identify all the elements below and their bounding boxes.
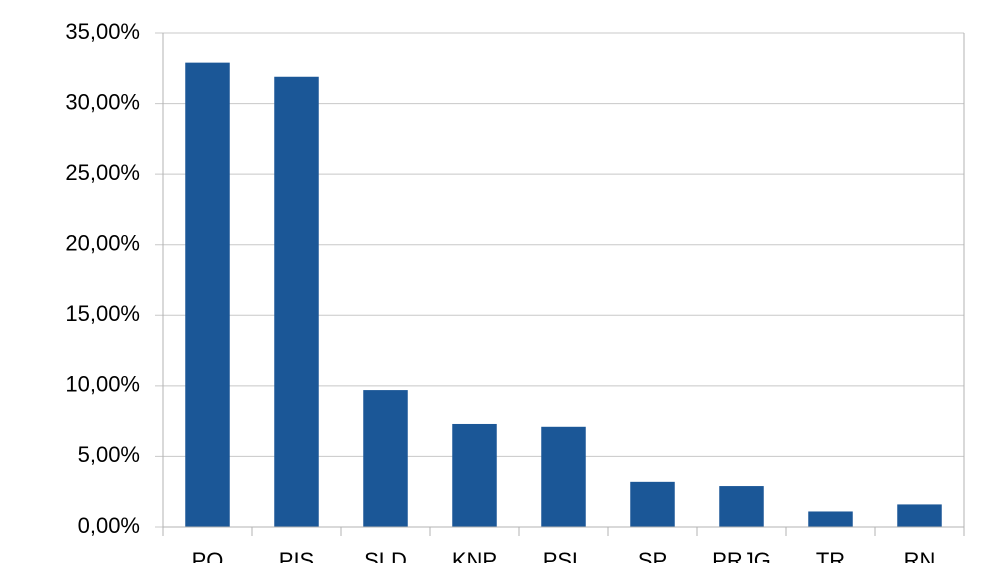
bar (363, 390, 408, 527)
x-tick-label: KNP (452, 548, 497, 563)
bar (274, 76, 319, 528)
x-tick-label: SP (638, 548, 667, 563)
bar (452, 423, 497, 527)
y-tick-label: 25,00% (65, 160, 140, 185)
bar (541, 426, 586, 527)
x-tick-label: PRJG (712, 548, 771, 563)
x-tick-label: SLD (364, 548, 407, 563)
bar (630, 481, 675, 527)
y-tick-label: 30,00% (65, 89, 140, 114)
y-tick-label: 35,00% (65, 19, 140, 44)
y-tick-label: 15,00% (65, 301, 140, 326)
bar (719, 486, 764, 527)
bar (185, 62, 230, 527)
y-tick-label: 20,00% (65, 231, 140, 256)
x-tick-label: PSL (543, 548, 585, 563)
y-tick-label: 0,00% (78, 513, 140, 538)
bar (897, 504, 942, 527)
y-tick-label: 5,00% (78, 442, 140, 467)
x-tick-label: PIS (279, 548, 314, 563)
y-tick-label: 10,00% (65, 372, 140, 397)
x-tick-label: TR (816, 548, 845, 563)
x-tick-label: RN (904, 548, 936, 563)
x-tick-label: PO (192, 548, 224, 563)
bar (808, 511, 853, 527)
